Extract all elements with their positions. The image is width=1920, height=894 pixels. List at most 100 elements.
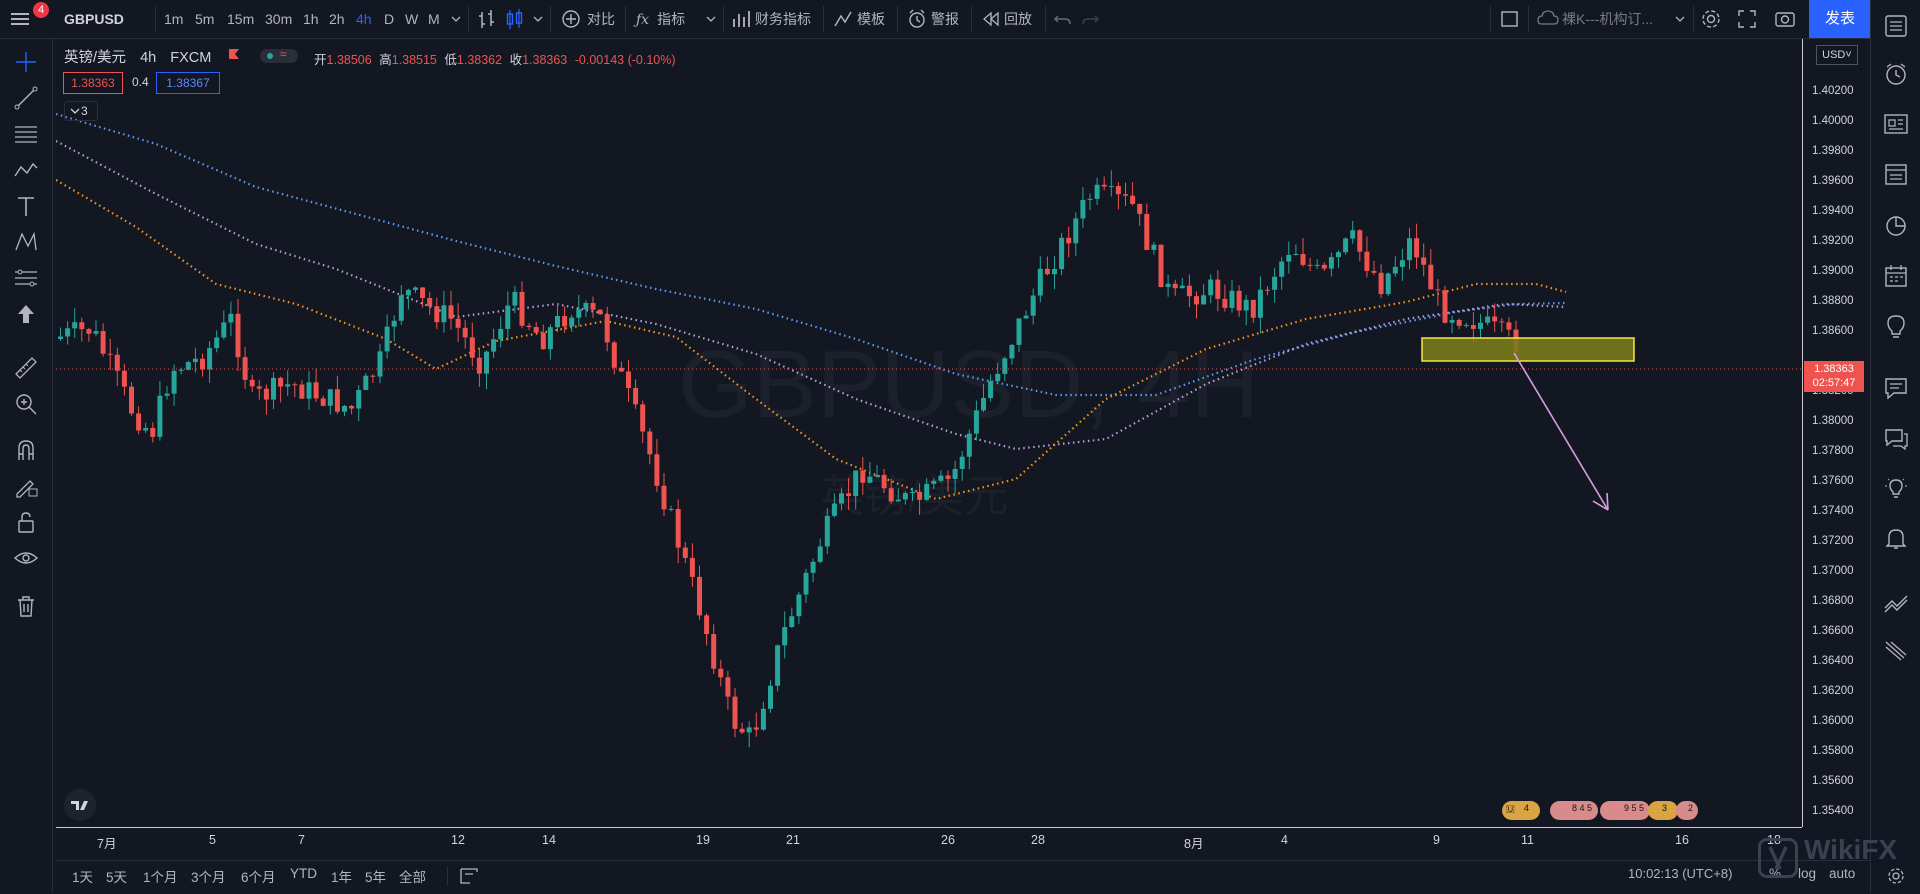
replay-button[interactable]: 回放 xyxy=(981,0,1032,38)
sell-price-button[interactable]: 1.38363 xyxy=(63,72,123,94)
range-1m[interactable]: 1个月 xyxy=(143,870,178,885)
trash-icon[interactable] xyxy=(12,592,40,620)
economic-event-marker[interactable]: 9 5 5 xyxy=(1600,801,1650,820)
range-all[interactable]: 全部 xyxy=(399,870,426,885)
pie-chart-icon[interactable] xyxy=(1882,212,1910,240)
supply-zone-rectangle xyxy=(1421,337,1635,362)
indicators-collapse-toggle[interactable]: 3 xyxy=(64,101,98,121)
price-tick: 1.38800 xyxy=(1812,295,1854,307)
chat-icon[interactable] xyxy=(1882,374,1910,402)
financials-button[interactable]: 财务指标 xyxy=(731,0,811,38)
lightbulb-icon[interactable] xyxy=(1882,312,1910,340)
magnet-icon[interactable] xyxy=(12,436,40,464)
layout-name-button[interactable]: 裸K---机构订... xyxy=(1536,0,1653,38)
candle-body xyxy=(143,427,149,431)
candle-body xyxy=(789,616,795,628)
calendar-list-icon[interactable] xyxy=(1882,160,1910,188)
notifications-bell-icon[interactable] xyxy=(1882,524,1910,552)
fullscreen-icon[interactable] xyxy=(1737,0,1757,38)
draw-lock-icon[interactable] xyxy=(12,472,40,500)
buy-price-button[interactable]: 1.38367 xyxy=(156,72,220,94)
alerts-button[interactable]: 警报 xyxy=(906,0,959,38)
goto-date-icon[interactable] xyxy=(458,864,480,889)
interval-d[interactable]: D xyxy=(384,11,395,27)
candle-body xyxy=(1158,244,1164,288)
range-5d[interactable]: 5天 xyxy=(106,870,128,885)
menu-icon[interactable] xyxy=(8,0,34,38)
undo-icon[interactable] xyxy=(1053,0,1073,38)
text-tool-icon[interactable] xyxy=(12,192,40,220)
tradingview-logo-icon[interactable] xyxy=(64,789,96,821)
interval-w[interactable]: W xyxy=(405,11,419,27)
ideas-stream-icon[interactable] xyxy=(1882,474,1910,502)
chevron-down-icon[interactable] xyxy=(533,0,543,38)
symbol-search[interactable]: GBPUSD xyxy=(64,11,124,27)
eye-icon[interactable] xyxy=(12,544,40,572)
layout-square-icon[interactable] xyxy=(1500,0,1520,38)
fib-retracement-icon[interactable] xyxy=(12,120,40,148)
range-ytd[interactable]: YTD xyxy=(290,866,317,881)
candle-body xyxy=(150,427,156,437)
timezone-clock[interactable]: 10:02:13 (UTC+8) xyxy=(1628,866,1733,881)
economic-event-marker[interactable]: 2 xyxy=(1676,801,1698,820)
candle-body xyxy=(931,480,937,484)
interval-5m[interactable]: 5m xyxy=(195,11,215,27)
time-axis[interactable] xyxy=(56,827,1802,856)
pattern-icon[interactable] xyxy=(12,156,40,184)
symbol-legend[interactable]: 英镑/美元 4h FXCM xyxy=(64,46,211,67)
compare-button[interactable]: 对比 xyxy=(561,0,615,38)
chart-settings-gear-icon[interactable] xyxy=(1886,866,1906,889)
economic-event-marker[interactable]: 8 4 5 xyxy=(1550,801,1598,820)
alarm-clock-icon[interactable] xyxy=(1882,60,1910,88)
economic-event-marker[interactable]: 3 xyxy=(1648,801,1678,820)
interval-4h[interactable]: 4h xyxy=(356,11,372,27)
chevron-down-icon[interactable] xyxy=(706,0,716,38)
projection-arrow xyxy=(1513,352,1609,511)
range-6m[interactable]: 6个月 xyxy=(241,870,276,885)
indicators-button[interactable]: ƒx 指标 xyxy=(636,0,685,38)
interval-1h[interactable]: 1h xyxy=(303,11,319,27)
candles-icon[interactable] xyxy=(506,0,524,38)
time-tick: 7月 xyxy=(97,837,117,851)
chevron-down-icon[interactable] xyxy=(1675,0,1685,38)
economic-event-marker[interactable]: 🇺 4 xyxy=(1502,801,1540,820)
messages-icon[interactable] xyxy=(1882,424,1910,452)
price-axis[interactable] xyxy=(1802,39,1870,827)
watchlist-icon[interactable] xyxy=(1882,12,1910,40)
currency-selector[interactable]: USD˅ xyxy=(1816,45,1858,65)
camera-icon[interactable] xyxy=(1774,0,1796,38)
redo-icon[interactable] xyxy=(1080,0,1100,38)
market-status-pill[interactable]: ≈ xyxy=(260,47,298,63)
chart-pane[interactable] xyxy=(56,39,1802,827)
interval-1m[interactable]: 1m xyxy=(164,11,184,27)
candle-body xyxy=(1286,254,1292,262)
interval-30m[interactable]: 30m xyxy=(265,11,293,27)
publish-button[interactable]: 发表 xyxy=(1809,0,1871,38)
auto-toggle[interactable]: auto xyxy=(1829,866,1856,881)
range-1y[interactable]: 1年 xyxy=(331,870,353,885)
range-5y[interactable]: 5年 xyxy=(365,870,387,885)
news-icon[interactable] xyxy=(1882,110,1910,138)
crosshair-icon[interactable] xyxy=(12,48,40,76)
settings-gear-icon[interactable] xyxy=(1700,0,1722,38)
templates-button[interactable]: 模板 xyxy=(833,0,885,38)
chevron-down-icon[interactable] xyxy=(451,0,461,38)
interval-15m[interactable]: 15m xyxy=(227,11,255,27)
range-3m[interactable]: 3个月 xyxy=(191,870,226,885)
ruler-icon[interactable] xyxy=(12,354,40,382)
log-toggle[interactable]: log xyxy=(1798,866,1817,881)
prediction-icon[interactable] xyxy=(12,264,40,292)
xabcd-pattern-icon[interactable] xyxy=(12,228,40,256)
trading-panel-icon[interactable] xyxy=(1882,588,1910,616)
interval-m[interactable]: M xyxy=(428,11,440,27)
dom-icon[interactable] xyxy=(1882,636,1910,664)
zoom-in-icon[interactable] xyxy=(12,390,40,418)
bar-chart-icon[interactable] xyxy=(478,0,496,38)
calendar-icon[interactable] xyxy=(1882,262,1910,290)
time-tick: 19 xyxy=(696,833,710,847)
trend-line-icon[interactable] xyxy=(12,84,40,112)
interval-2h[interactable]: 2h xyxy=(329,11,345,27)
lock-icon[interactable] xyxy=(12,508,40,536)
range-1d[interactable]: 1天 xyxy=(72,870,94,885)
arrow-up-icon[interactable] xyxy=(12,300,40,328)
